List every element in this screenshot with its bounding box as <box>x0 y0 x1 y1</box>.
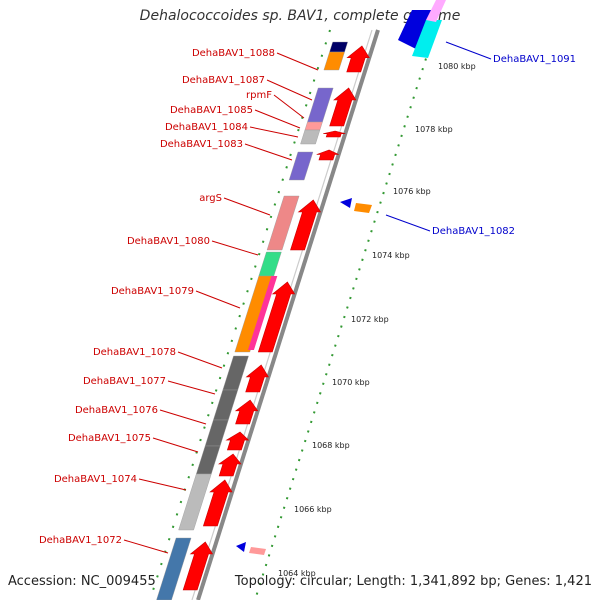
gene-label[interactable]: DehaBAV1_1077 <box>83 376 166 387</box>
leader-line <box>138 478 187 491</box>
feature-box <box>258 251 282 277</box>
kbp-label: 1076 kbp <box>393 187 431 196</box>
gene-label[interactable]: DehaBAV1_1084 <box>165 122 248 133</box>
kbp-label: 1074 kbp <box>372 251 410 260</box>
leader-line <box>152 437 199 453</box>
feature-box <box>178 473 212 531</box>
cds-arrow <box>290 199 322 251</box>
reverse-feature <box>249 547 266 555</box>
leader-line <box>159 409 207 425</box>
reverse-arrow <box>340 198 352 208</box>
cds-arrow <box>323 130 346 138</box>
cds-arrow <box>218 453 242 477</box>
cds-arrow <box>182 541 214 591</box>
feature-box <box>213 389 239 421</box>
kbp-label: 1070 kbp <box>332 378 370 387</box>
backbone-line <box>196 29 380 600</box>
gene-label[interactable]: DehaBAV1_1072 <box>39 535 122 546</box>
cds-arrow <box>225 431 250 451</box>
gene-label[interactable]: DehaBAV1_1080 <box>127 236 210 247</box>
feature-box <box>304 121 323 131</box>
leader-line <box>223 197 271 216</box>
gene-label[interactable]: DehaBAV1_1083 <box>160 139 243 150</box>
feature-box <box>266 195 300 251</box>
leader-line <box>195 290 241 309</box>
kbp-scale-labels: 1080 kbp 1078 kbp 1076 kbp 1074 kbp 1072 kbp… <box>278 62 476 578</box>
reverse-arrow <box>236 542 246 552</box>
kbp-label: 1080 kbp <box>438 62 476 71</box>
leader-line <box>123 539 169 554</box>
gene-label[interactable]: DehaBAV1_1078 <box>93 347 176 358</box>
accession-label: Accession: NC_009455 <box>8 574 156 589</box>
feature-box <box>307 87 334 123</box>
leader-line <box>445 41 492 60</box>
leader-line <box>254 109 301 129</box>
leader-line <box>273 94 305 119</box>
reverse-feature <box>398 10 432 50</box>
cds-arrow <box>245 364 269 393</box>
gene-label[interactable]: DehaBAV1_1088 <box>192 48 275 59</box>
kbp-label: 1064 kbp <box>278 569 316 578</box>
gene-label[interactable]: DehaBAV1_1075 <box>68 433 151 444</box>
map-title: Dehalococcoides sp. BAV1, complete genom… <box>139 8 461 24</box>
feature-box <box>234 275 275 353</box>
feature-box <box>247 276 278 350</box>
kbp-label: 1072 kbp <box>351 315 389 324</box>
leader-line <box>276 52 319 71</box>
cds-arrow <box>202 479 233 527</box>
reverse-feature <box>354 203 372 213</box>
leader-line <box>249 126 299 138</box>
gene-label[interactable]: DehaBAV1_1076 <box>75 405 158 416</box>
gene-label[interactable]: rpmF <box>246 90 272 101</box>
leader-line <box>167 380 216 395</box>
feature-box <box>288 151 314 181</box>
gene-label[interactable]: DehaBAV1_1082 <box>432 226 515 237</box>
leader-line <box>177 351 223 369</box>
feature-box <box>222 355 249 391</box>
gene-label[interactable]: DehaBAV1_1079 <box>111 286 194 297</box>
gene-label[interactable]: DehaBAV1_1091 <box>493 54 576 65</box>
leader-group <box>123 41 492 554</box>
cds-arrow <box>234 399 259 425</box>
cds-arrow <box>346 45 370 73</box>
cds-arrow <box>257 281 296 353</box>
leader-line <box>385 214 431 232</box>
cds-arrow <box>316 149 339 161</box>
leader-line <box>266 79 313 101</box>
gene-label[interactable]: DehaBAV1_1087 <box>182 75 265 86</box>
leader-line <box>244 143 293 161</box>
leader-line <box>211 240 259 256</box>
feature-box <box>300 129 321 145</box>
cds-group <box>182 45 370 591</box>
topology-label: Topology: circular; Length: 1,341,892 bp… <box>234 574 592 589</box>
feature-box <box>204 419 229 447</box>
gene-label[interactable]: DehaBAV1_1074 <box>54 474 137 485</box>
kbp-label: 1066 kbp <box>294 505 332 514</box>
label-group: DehaBAV1_1088 DehaBAV1_1087 rpmF DehaBAV1_1… <box>39 48 576 546</box>
feature-box <box>323 51 345 71</box>
kbp-label: 1078 kbp <box>415 125 453 134</box>
feature-box <box>156 537 192 600</box>
gene-label[interactable]: DehaBAV1_1085 <box>170 105 253 116</box>
cds-arrow <box>329 87 357 127</box>
reverse-feature <box>412 20 442 58</box>
gene-label[interactable]: argS <box>199 193 222 204</box>
kbp-label: 1068 kbp <box>312 441 350 450</box>
reverse-feature <box>426 0 446 22</box>
feature-group <box>156 0 446 600</box>
feature-box <box>329 41 348 53</box>
feature-box <box>196 445 221 475</box>
